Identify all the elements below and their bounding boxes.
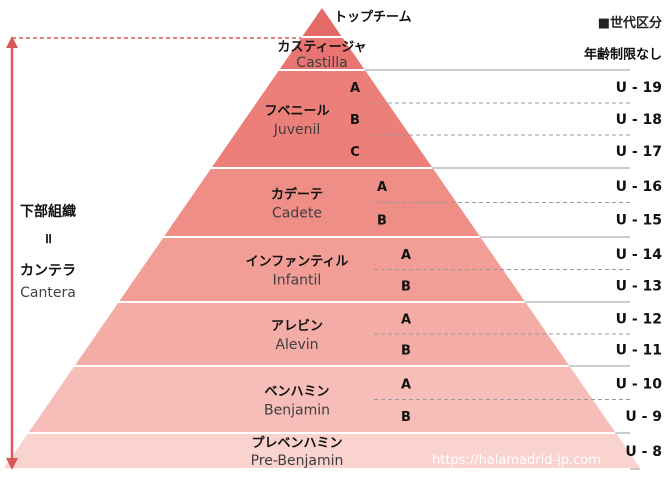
tier-cadete xyxy=(164,169,480,236)
age-label: U - 13 xyxy=(616,278,662,294)
sub-grade-label: B xyxy=(401,410,411,425)
tier-juvenil xyxy=(212,71,432,167)
age-label: 年齢制限なし xyxy=(584,47,662,63)
sub-grade-label: B xyxy=(350,113,360,128)
tier-benjamin xyxy=(28,367,616,432)
side-label-cantera-en: Cantera xyxy=(20,285,76,301)
tier-label-en-pre-benjamin: Pre-Benjamin xyxy=(251,453,344,469)
tier-label-en-infantil: Infantil xyxy=(273,273,322,289)
section-label: ■世代区分 xyxy=(598,15,662,31)
tier-label-jp-pre-benjamin: プレベンハミン xyxy=(251,436,342,451)
tier-label-en-benjamin: Benjamin xyxy=(264,403,330,419)
age-label: U - 15 xyxy=(616,212,662,228)
sub-grade-label: B xyxy=(377,213,387,228)
tier-label-jp-alevin: アレビン xyxy=(271,318,323,334)
sub-grade-label: A xyxy=(401,313,411,328)
tier-label-en-alevin: Alevin xyxy=(275,337,318,353)
age-label: U - 10 xyxy=(616,376,663,392)
side-label-cantera-jp: カンテラ xyxy=(20,263,76,279)
top-team-label: トップチーム xyxy=(334,10,412,25)
tier-pre-benjamin xyxy=(4,434,640,468)
age-label: U - 17 xyxy=(616,144,662,160)
sub-grade-label: B xyxy=(401,344,411,359)
tier-infantil xyxy=(119,238,525,301)
age-label: U - 18 xyxy=(616,112,662,128)
age-label: U - 9 xyxy=(625,409,662,425)
sub-grade-label: A xyxy=(401,377,411,392)
age-label: U - 8 xyxy=(625,444,662,460)
tier-label-jp-cadete: カデーテ xyxy=(271,187,323,203)
arrow-down-icon xyxy=(6,458,18,470)
tier-alevin xyxy=(75,303,569,365)
watermark: https://halamadrid-jp.com xyxy=(432,453,601,468)
age-label: U - 14 xyxy=(616,247,663,263)
sub-grade-label: A xyxy=(377,180,387,195)
tier-castilla xyxy=(279,38,365,69)
tier-top-team xyxy=(302,8,342,36)
age-label: U - 16 xyxy=(616,179,662,195)
tier-label-jp-juvenil: フベニール xyxy=(264,104,329,119)
tier-label-en-cadete: Cadete xyxy=(272,206,322,222)
tier-label-jp-castilla: カスティージャ xyxy=(277,40,366,55)
side-label-equals: ॥ xyxy=(44,231,52,247)
age-label: U - 12 xyxy=(616,312,662,328)
side-label-soshiki: 下部組織 xyxy=(20,203,76,220)
arrow-up-icon xyxy=(6,36,18,48)
tier-label-jp-benjamin: ベンハミン xyxy=(264,385,329,400)
sub-grade-label: B xyxy=(401,279,411,294)
sub-grade-label: A xyxy=(350,81,360,96)
sub-grade-label: C xyxy=(350,145,360,160)
tier-label-en-castilla: Castilla xyxy=(296,55,347,71)
sub-grade-label: A xyxy=(401,248,411,263)
age-label: U - 19 xyxy=(616,80,662,96)
age-label: U - 11 xyxy=(616,343,662,359)
tier-label-jp-infantil: インファンティル xyxy=(246,255,349,270)
tier-label-en-juvenil: Juvenil xyxy=(273,122,321,138)
